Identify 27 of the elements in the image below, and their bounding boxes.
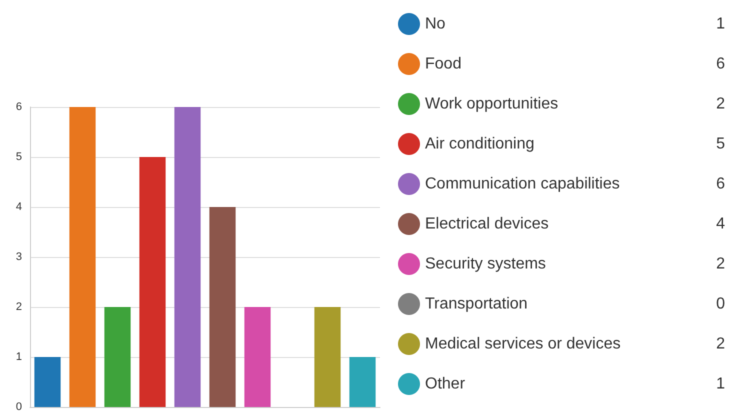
legend-label: Medical services or devices [425, 336, 621, 352]
y-tick-label: 6 [16, 101, 22, 113]
text: 6 [716, 176, 726, 192]
legend-label: No [425, 16, 446, 32]
legend-label: Work opportunities [425, 96, 558, 112]
text: 5 [716, 136, 726, 152]
y-tick-label: 4 [16, 201, 22, 213]
text: 4 [716, 216, 726, 232]
text: 6 [716, 56, 726, 72]
legend-label: Air conditioning [425, 136, 534, 152]
legend-label: Security systems [425, 256, 546, 272]
y-tick-label: 3 [16, 251, 22, 263]
legend-label: Food [425, 56, 462, 72]
text: 1 [716, 376, 726, 392]
y-tick-label: 5 [16, 151, 22, 163]
y-tick-label: 1 [16, 351, 22, 363]
y-tick-label: 0 [16, 401, 22, 413]
legend-label: Transportation [425, 296, 528, 312]
text: 2 [716, 256, 726, 272]
text: 2 [716, 336, 726, 352]
text: 2 [716, 96, 726, 112]
legend-label: Communication capabilities [425, 176, 620, 192]
legend-label: Electrical devices [425, 216, 549, 232]
legend-label: Other [425, 376, 466, 392]
text: 1 [716, 16, 726, 32]
y-tick-label: 2 [16, 301, 22, 313]
text: 0 [716, 296, 726, 312]
